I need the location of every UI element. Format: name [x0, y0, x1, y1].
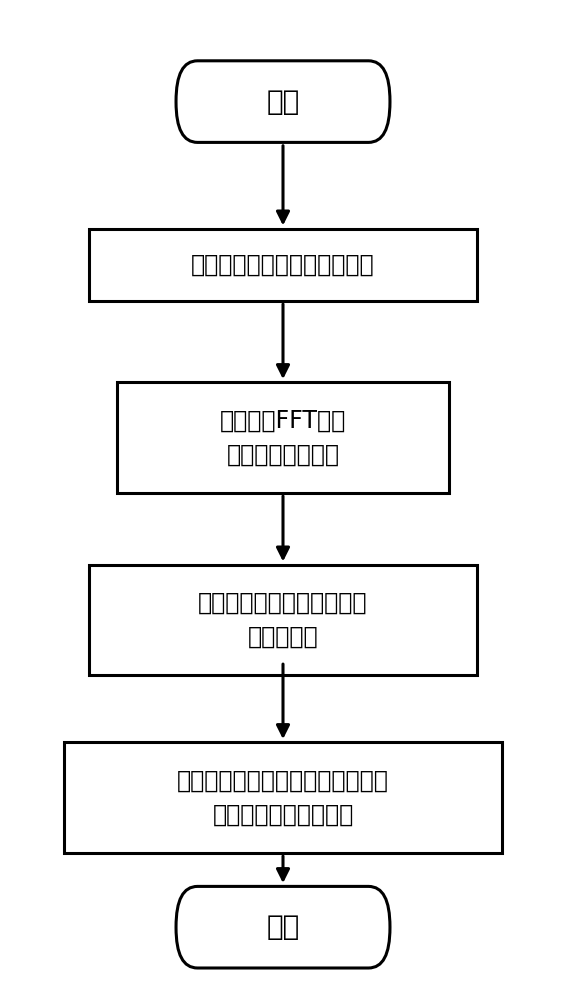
FancyBboxPatch shape [176, 61, 390, 142]
Text: 结束: 结束 [267, 913, 299, 941]
FancyBboxPatch shape [176, 886, 390, 968]
Bar [89, 565, 477, 675]
Bar [89, 229, 477, 301]
Bar [64, 742, 502, 853]
Text: 设计次同步振荡附加控制回路: 设计次同步振荡附加控制回路 [191, 253, 375, 277]
Bar [117, 382, 448, 493]
Text: 运用实时FFT分析
进行振荡频点跟踪: 运用实时FFT分析 进行振荡频点跟踪 [220, 409, 346, 466]
Text: 基于跟踪频点进行阻尼环的
自适应调整: 基于跟踪频点进行阻尼环的 自适应调整 [198, 591, 368, 649]
Text: 启动: 启动 [267, 88, 299, 116]
Text: 对直驱风电机组锁相环进行自适应
附加阻尼控制策略改进: 对直驱风电机组锁相环进行自适应 附加阻尼控制策略改进 [177, 769, 389, 826]
